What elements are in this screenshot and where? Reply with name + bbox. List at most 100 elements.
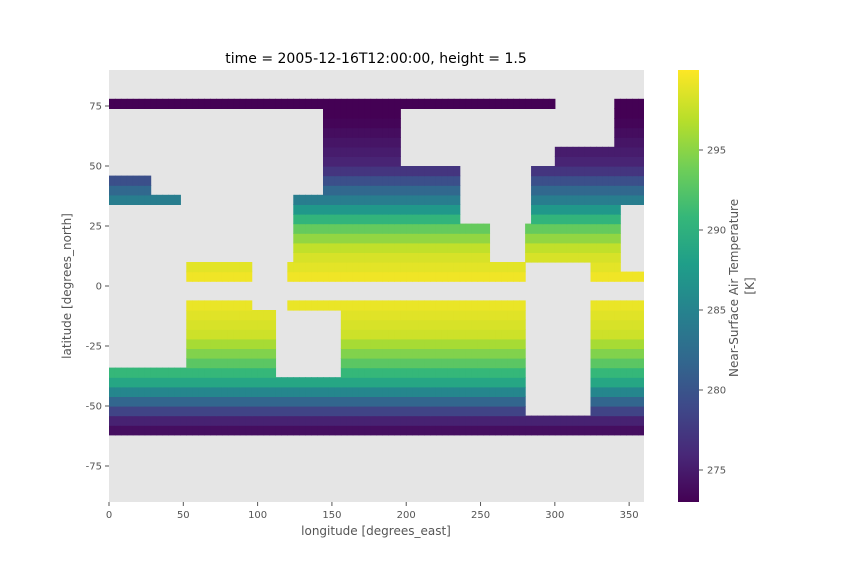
heatmap-cell (352, 329, 360, 340)
heatmap-cell (489, 358, 496, 369)
heatmap-cell (638, 386, 644, 397)
heatmap-cell (483, 396, 491, 407)
heatmap-cell (441, 175, 449, 186)
heatmap-cell (346, 338, 354, 349)
heatmap-cell (459, 329, 467, 340)
heatmap-cell (376, 194, 384, 205)
heatmap-cell (138, 386, 146, 397)
heatmap-cell (358, 406, 366, 417)
heatmap-cell (596, 367, 603, 378)
heatmap-cell (638, 358, 644, 369)
heatmap-cell (453, 396, 461, 407)
heatmap-cell (626, 396, 633, 407)
heatmap-cell (281, 396, 288, 407)
heatmap-cell (358, 185, 366, 196)
heatmap-cell (394, 406, 401, 417)
heatmap-cell (352, 156, 360, 167)
heatmap-cell (519, 396, 526, 407)
heatmap-cell (192, 396, 199, 407)
heatmap-cell (370, 175, 378, 186)
heatmap-cell (412, 185, 419, 196)
heatmap-cell (376, 156, 384, 167)
heatmap-cell (358, 348, 366, 359)
heatmap-cell (305, 98, 312, 109)
heatmap-cell (406, 300, 413, 311)
heatmap-cell (126, 415, 134, 426)
heatmap-cell (269, 98, 277, 109)
heatmap-cell (435, 194, 443, 205)
heatmap-cell (519, 358, 526, 369)
heatmap-cell (394, 108, 401, 119)
heatmap-cell (560, 166, 568, 177)
x-axis: 0 50 100 150 200 250 300 350 (106, 502, 639, 521)
heatmap-cell (340, 329, 348, 340)
heatmap-cell (144, 406, 152, 417)
heatmap-cell (382, 358, 389, 369)
heatmap-cell (453, 175, 461, 186)
heatmap-cell (412, 194, 419, 205)
heatmap-cell (608, 146, 615, 157)
heatmap-cell (346, 175, 354, 186)
heatmap-cell (198, 310, 205, 321)
heatmap-cell (483, 242, 491, 253)
heatmap-cell (566, 146, 574, 157)
heatmap-cell (608, 415, 615, 426)
heatmap-cell (412, 338, 419, 349)
heatmap-cell (210, 367, 217, 378)
heatmap-cell (132, 406, 140, 417)
heatmap-cell (382, 156, 389, 167)
heatmap-cell (245, 310, 253, 321)
heatmap-cell (317, 271, 324, 282)
heatmap-cell (346, 329, 354, 340)
heatmap-cell (269, 338, 277, 349)
heatmap-cell (483, 377, 491, 388)
heatmap-cell (287, 415, 294, 426)
heatmap-cell (192, 98, 199, 109)
heatmap-cell (632, 396, 639, 407)
heatmap-cell (632, 166, 639, 177)
heatmap-cell (453, 194, 461, 205)
heatmap-cell (626, 127, 633, 138)
heatmap-cell (269, 386, 277, 397)
heatmap-cell (459, 252, 467, 263)
heatmap-cell (554, 242, 562, 253)
heatmap-cell (287, 425, 294, 436)
heatmap-cell (323, 262, 330, 273)
heatmap-cell (406, 358, 413, 369)
heatmap-cell (614, 156, 621, 167)
heatmap-cell (424, 194, 431, 205)
heatmap-cell (531, 175, 538, 186)
heatmap-cell (412, 223, 419, 234)
heatmap-cell (204, 348, 211, 359)
heatmap-cell (340, 310, 348, 321)
heatmap-cell (542, 425, 550, 436)
heatmap-cell (471, 367, 479, 378)
heatmap-cell (352, 377, 360, 388)
heatmap-cell (364, 175, 372, 186)
heatmap-cell (602, 204, 609, 215)
heatmap-cell (465, 358, 473, 369)
heatmap-cell (495, 319, 502, 330)
heatmap-layer (109, 98, 644, 436)
heatmap-cell (632, 338, 639, 349)
heatmap-cell (269, 377, 277, 388)
heatmap-cell (120, 367, 128, 378)
heatmap-cell (323, 242, 330, 253)
heatmap-cell (239, 310, 247, 321)
heatmap-cell (233, 262, 241, 273)
heatmap-cell (323, 233, 330, 244)
heatmap-cell (352, 98, 360, 109)
heatmap-cell (245, 367, 253, 378)
heatmap-cell (323, 415, 330, 426)
heatmap-cell (239, 338, 247, 349)
heatmap-cell (186, 415, 193, 426)
x-tick-label: 150 (322, 510, 341, 521)
heatmap-cell (216, 396, 223, 407)
heatmap-cell (293, 386, 300, 397)
heatmap-cell (638, 338, 644, 349)
heatmap-cell (192, 377, 199, 388)
heatmap-cell (459, 98, 467, 109)
heatmap-cell (275, 386, 282, 397)
heatmap-cell (263, 98, 271, 109)
heatmap-cell (400, 194, 407, 205)
